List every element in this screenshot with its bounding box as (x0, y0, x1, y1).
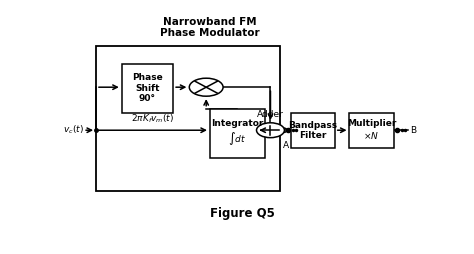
Text: B: B (410, 126, 416, 135)
Circle shape (256, 123, 284, 138)
Bar (291, 113, 335, 148)
Text: Phase
Shift
90°: Phase Shift 90° (132, 73, 163, 103)
Text: Figure Q5: Figure Q5 (210, 207, 275, 220)
Circle shape (189, 78, 223, 96)
Text: $v_c(t)$: $v_c(t)$ (63, 124, 84, 136)
Text: Multiplier
$\times N$: Multiplier $\times N$ (347, 119, 396, 141)
Bar (122, 64, 173, 113)
Text: A: A (283, 141, 289, 150)
Bar (96, 46, 280, 191)
Text: Integrator
$\int dt$: Integrator $\int dt$ (211, 119, 264, 147)
Bar (349, 113, 393, 148)
Text: Narrowband FM
Phase Modulator: Narrowband FM Phase Modulator (160, 17, 260, 38)
Text: Bandpass
Filter: Bandpass Filter (288, 121, 337, 140)
Text: Adder: Adder (257, 110, 284, 119)
Bar (210, 109, 265, 157)
Text: $2\pi K_f v_m(t)$: $2\pi K_f v_m(t)$ (131, 113, 174, 125)
